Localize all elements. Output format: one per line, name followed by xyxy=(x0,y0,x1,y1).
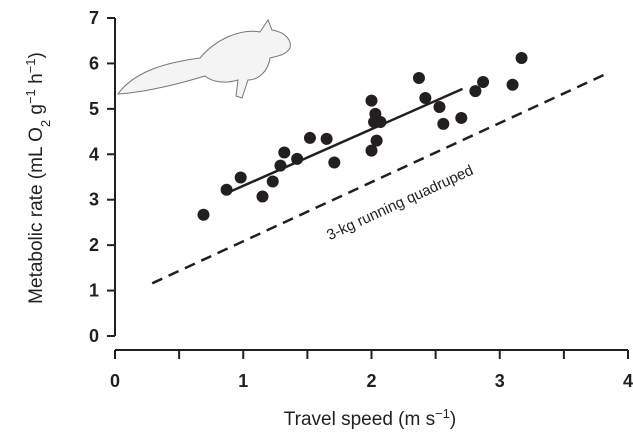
data-point xyxy=(278,146,291,159)
data-point xyxy=(437,117,450,130)
data-point xyxy=(506,78,519,91)
data-point xyxy=(374,116,387,129)
data-point xyxy=(370,134,383,147)
xlabel-part: ) xyxy=(450,409,456,430)
data-point xyxy=(477,76,490,89)
data-point xyxy=(234,171,247,184)
data-point xyxy=(433,101,446,114)
data-point xyxy=(412,71,425,84)
data-point xyxy=(469,85,482,98)
x-tick-label: 3 xyxy=(495,371,505,391)
data-point xyxy=(303,131,316,144)
ylabel-part: g xyxy=(26,104,47,120)
ylabel-part: ) xyxy=(26,52,47,58)
reference-label: 3-kg running quadruped xyxy=(324,162,476,244)
ylabel-part: h xyxy=(26,73,47,89)
data-point xyxy=(320,132,333,145)
y-tick-label: 6 xyxy=(89,53,99,73)
x-tick-label: 4 xyxy=(623,371,633,391)
y-tick-label: 7 xyxy=(89,8,99,28)
x-tick-label: 1 xyxy=(238,371,248,391)
y-tick-label: 1 xyxy=(89,281,99,301)
data-point xyxy=(256,190,269,203)
y-tick-label: 2 xyxy=(89,235,99,255)
xlabel-part: −1 xyxy=(435,406,450,421)
data-point xyxy=(328,156,341,169)
reference-line xyxy=(151,72,607,285)
y-tick-label: 4 xyxy=(89,144,99,164)
ylabel-part: −1 xyxy=(23,59,38,74)
data-point xyxy=(197,208,210,221)
squirrel-illustration xyxy=(116,18,291,99)
data-point xyxy=(274,159,287,172)
data-point xyxy=(365,94,378,107)
y-axis-label: Metabolic rate (mL O2 g−1 h−1) xyxy=(23,52,53,304)
ylabel-part: Metabolic rate (mL O xyxy=(26,127,47,304)
x-tick-label: 2 xyxy=(366,371,376,391)
ylabel-part: −1 xyxy=(23,89,38,104)
data-point xyxy=(266,175,279,188)
data-point xyxy=(291,152,304,165)
data-point xyxy=(365,144,378,157)
data-point xyxy=(220,183,233,196)
data-point xyxy=(455,111,468,124)
fit-line xyxy=(229,87,464,193)
x-axis-label: Travel speed (m s−1) xyxy=(284,406,457,431)
y-tick-label: 5 xyxy=(89,99,99,119)
y-tick-label: 3 xyxy=(89,190,99,210)
y-tick-label: 0 xyxy=(89,326,99,346)
xlabel-part: Travel speed (m s xyxy=(284,409,435,430)
ylabel-part: 2 xyxy=(38,120,53,127)
data-point xyxy=(515,51,528,64)
data-point xyxy=(419,91,432,104)
x-tick-label: 0 xyxy=(110,371,120,391)
